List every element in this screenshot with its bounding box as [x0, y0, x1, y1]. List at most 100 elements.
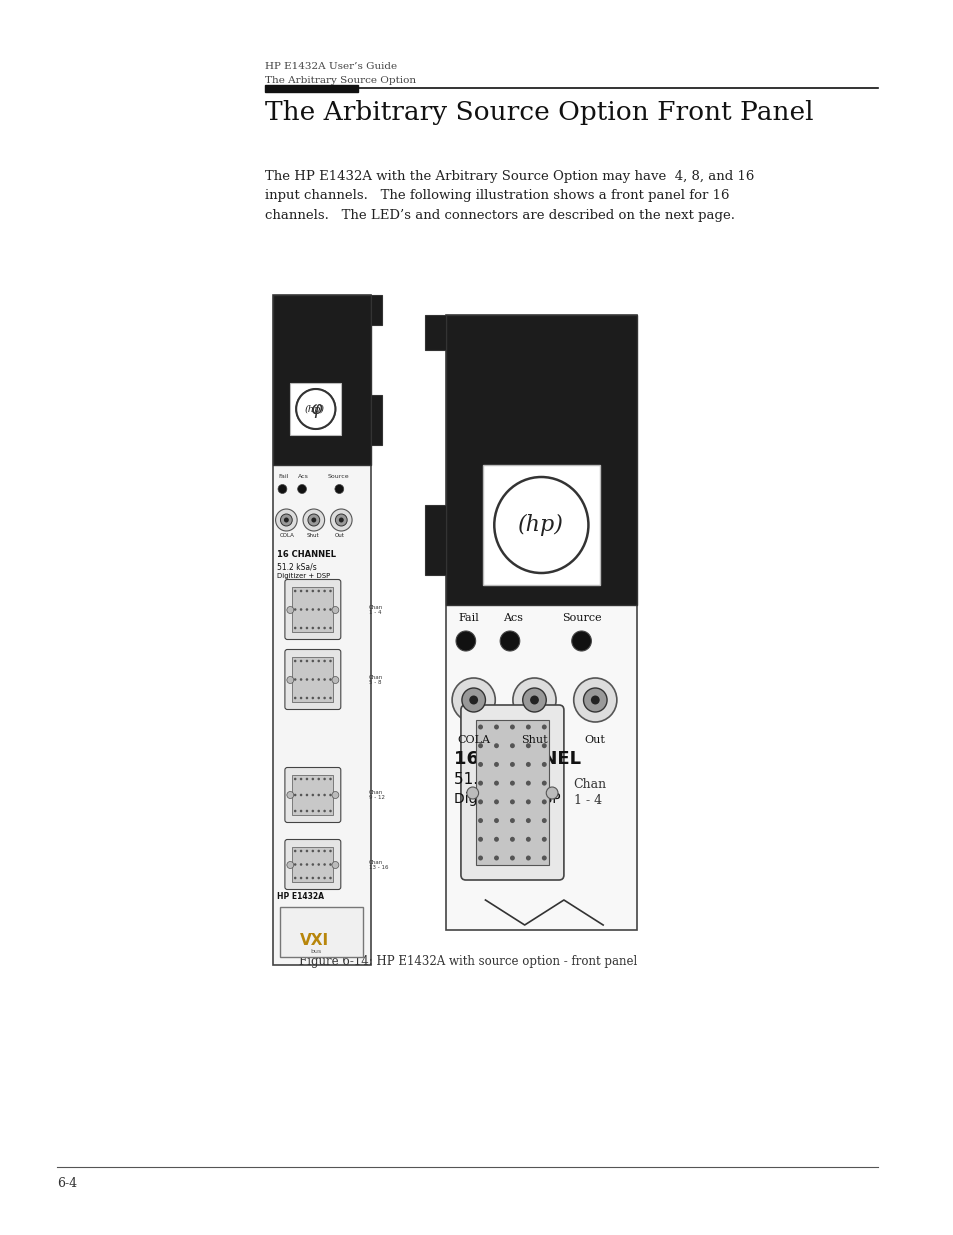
Circle shape	[323, 589, 326, 593]
Circle shape	[494, 762, 498, 767]
Text: Chan
1 - 4: Chan 1 - 4	[369, 605, 382, 615]
Circle shape	[329, 778, 332, 781]
Circle shape	[494, 799, 498, 804]
Text: Chan
5 - 8: Chan 5 - 8	[369, 674, 382, 685]
Circle shape	[299, 794, 302, 797]
Text: Chan
9 - 12: Chan 9 - 12	[369, 789, 384, 800]
Bar	[265, 85, 357, 91]
Circle shape	[452, 678, 495, 722]
Circle shape	[317, 589, 319, 593]
Circle shape	[332, 792, 338, 799]
Circle shape	[510, 725, 515, 730]
Circle shape	[312, 794, 314, 797]
Circle shape	[312, 697, 314, 699]
Circle shape	[277, 484, 287, 494]
Circle shape	[323, 794, 326, 797]
Text: Out: Out	[335, 534, 344, 538]
Circle shape	[510, 743, 515, 748]
Text: Chan
13 - 16: Chan 13 - 16	[369, 860, 388, 871]
Circle shape	[312, 678, 314, 680]
Circle shape	[461, 688, 485, 713]
Bar	[371, 395, 382, 445]
Text: The Arbitrary Source Option Front Panel: The Arbitrary Source Option Front Panel	[265, 100, 813, 125]
Circle shape	[284, 517, 289, 522]
Bar	[446, 315, 637, 605]
Circle shape	[280, 514, 292, 526]
Text: 1 - 4: 1 - 4	[573, 794, 601, 808]
Circle shape	[294, 863, 296, 866]
Bar	[446, 315, 637, 930]
Circle shape	[329, 659, 332, 662]
Circle shape	[583, 688, 606, 713]
Circle shape	[299, 778, 302, 781]
Circle shape	[311, 517, 316, 522]
Text: The HP E1432A with the Arbitrary Source Option may have  4, 8, and 16
input chan: The HP E1432A with the Arbitrary Source …	[265, 170, 754, 222]
FancyBboxPatch shape	[285, 840, 340, 889]
Text: Shut: Shut	[307, 534, 319, 538]
Circle shape	[469, 695, 477, 704]
Circle shape	[305, 589, 308, 593]
Circle shape	[305, 678, 308, 680]
Circle shape	[477, 762, 482, 767]
Circle shape	[317, 626, 319, 630]
Circle shape	[312, 810, 314, 813]
Circle shape	[317, 659, 319, 662]
Circle shape	[305, 850, 308, 852]
Circle shape	[317, 678, 319, 680]
Circle shape	[499, 631, 519, 651]
Circle shape	[329, 589, 332, 593]
Circle shape	[335, 484, 343, 494]
Circle shape	[541, 762, 546, 767]
Text: Source: Source	[561, 613, 601, 622]
Circle shape	[305, 794, 308, 797]
Circle shape	[312, 589, 314, 593]
Circle shape	[513, 678, 556, 722]
Circle shape	[294, 678, 296, 680]
Circle shape	[323, 877, 326, 879]
Text: Digitizer + DSP: Digitizer + DSP	[276, 573, 330, 579]
Circle shape	[330, 509, 352, 531]
Circle shape	[329, 697, 332, 699]
Circle shape	[494, 725, 498, 730]
Circle shape	[530, 695, 538, 704]
Circle shape	[305, 810, 308, 813]
Circle shape	[525, 725, 530, 730]
Text: COLA: COLA	[279, 534, 294, 538]
Circle shape	[305, 697, 308, 699]
Circle shape	[299, 697, 302, 699]
Circle shape	[294, 810, 296, 813]
Circle shape	[299, 850, 302, 852]
Circle shape	[573, 678, 617, 722]
Circle shape	[541, 818, 546, 823]
Circle shape	[294, 794, 296, 797]
Circle shape	[294, 877, 296, 879]
Circle shape	[541, 725, 546, 730]
Circle shape	[312, 863, 314, 866]
Circle shape	[525, 818, 530, 823]
Circle shape	[510, 762, 515, 767]
Circle shape	[510, 837, 515, 842]
Text: Out: Out	[584, 735, 605, 745]
Circle shape	[294, 697, 296, 699]
Circle shape	[312, 608, 314, 611]
Circle shape	[317, 850, 319, 852]
Circle shape	[308, 514, 319, 526]
Circle shape	[541, 781, 546, 785]
Text: Digitizer + DSP: Digitizer + DSP	[454, 792, 560, 806]
Circle shape	[332, 677, 338, 683]
Text: HP E1432A: HP E1432A	[276, 892, 323, 902]
Circle shape	[329, 850, 332, 852]
Text: Figure 6-14: HP E1432A with source option - front panel: Figure 6-14: HP E1432A with source optio…	[298, 955, 637, 968]
Text: (hp): (hp)	[517, 514, 563, 536]
Bar	[292, 587, 334, 632]
Circle shape	[477, 799, 482, 804]
Circle shape	[329, 863, 332, 866]
Bar	[273, 295, 371, 466]
Circle shape	[299, 659, 302, 662]
Circle shape	[287, 606, 294, 614]
Text: 6-4: 6-4	[57, 1177, 77, 1191]
Circle shape	[456, 631, 476, 651]
Text: 16 CHANNEL: 16 CHANNEL	[454, 750, 580, 768]
Circle shape	[541, 743, 546, 748]
FancyBboxPatch shape	[285, 579, 340, 640]
